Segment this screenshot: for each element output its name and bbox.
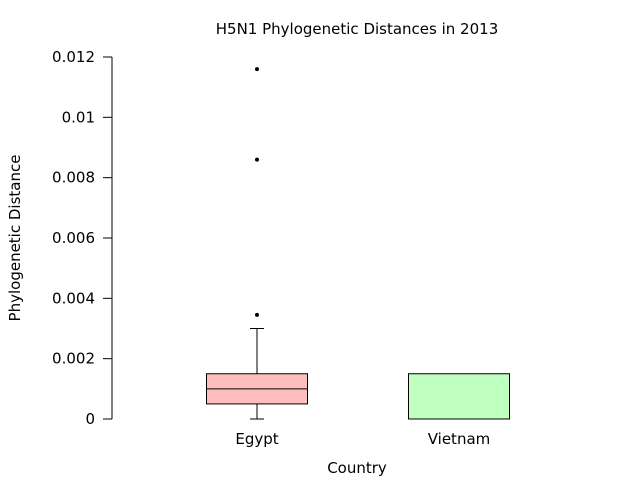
- x-axis-label: Country: [327, 459, 387, 477]
- y-tick-label: 0.01: [62, 108, 95, 126]
- box-iqr: [408, 373, 510, 420]
- y-tick-label: 0.008: [52, 169, 95, 187]
- y-tick-label: 0.006: [52, 229, 95, 247]
- x-tick-label: Egypt: [235, 430, 278, 448]
- outlier-point: [255, 157, 259, 162]
- y-tick-label: 0.012: [52, 48, 95, 66]
- boxes-group: [206, 67, 510, 420]
- x-tick-label: Vietnam: [428, 430, 491, 448]
- chart-title: H5N1 Phylogenetic Distances in 2013: [216, 20, 498, 38]
- outlier-point: [255, 312, 259, 317]
- x-axis-tick-labels: Egypt Vietnam: [235, 430, 490, 448]
- y-axis-label: Phylogenetic Distance: [6, 155, 24, 322]
- y-tick-label: 0: [85, 410, 95, 428]
- outlier-point: [255, 67, 259, 72]
- y-tick-label: 0.004: [52, 289, 95, 307]
- y-tick-label: 0.002: [52, 350, 95, 368]
- y-axis-ticks: 0 0.002 0.004 0.006 0.008 0.01 0.012: [52, 48, 112, 428]
